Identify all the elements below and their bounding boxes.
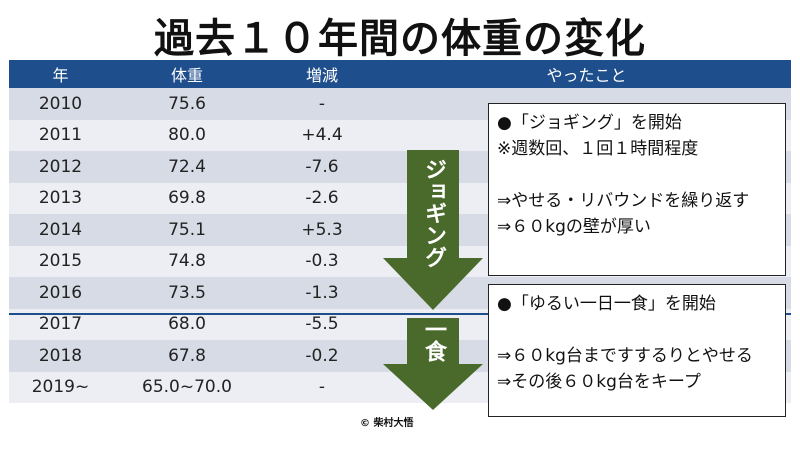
cell-delta: -1.3 [305, 282, 339, 303]
table-header: 年 体重 増減 やったこと [9, 60, 791, 88]
note-line: ⇒６０kg台まですするりとやせる [497, 346, 753, 366]
note-line: ⇒６０kgの壁が厚い [497, 217, 651, 237]
down-arrow-icon [383, 150, 483, 310]
note-line: ●「ゆるい一日一食」を開始 [497, 294, 716, 314]
one-meal-arrow-label: 一食 [421, 318, 446, 362]
period-divider [9, 313, 791, 315]
cell-delta: -0.3 [305, 251, 339, 272]
header-actions: やったこと [546, 66, 627, 85]
header-year: 年 [52, 66, 69, 85]
page-title: 過去１０年間の体重の変化 [154, 16, 646, 62]
one-meal-note-box: ●「ゆるい一日一食」を開始 ⇒６０kg台まですするりとやせる ⇒その後６０kg台… [488, 284, 786, 417]
jogging-arrow [383, 150, 483, 310]
cell-year: 2014 [38, 219, 83, 240]
cell-year: 2016 [38, 282, 83, 303]
one-meal-arrow [383, 318, 483, 410]
cell-delta: -0.2 [305, 345, 339, 366]
header-delta: 増減 [305, 66, 338, 85]
cell-weight: 65.0~70.0 [142, 377, 232, 398]
cell-year: 2017 [38, 314, 83, 335]
cell-delta: -5.5 [305, 314, 339, 335]
note-line: ※週数回、１回１時間程度 [497, 139, 699, 159]
cell-year: 2019~ [31, 377, 90, 398]
cell-delta: -2.6 [305, 188, 339, 209]
cell-weight: 80.0 [168, 125, 206, 146]
cell-delta: -7.6 [305, 156, 339, 177]
cell-year: 2010 [38, 93, 83, 114]
jogging-arrow-label: ジョギング [421, 158, 446, 268]
cell-delta: - [318, 93, 326, 114]
down-arrow-icon [383, 318, 483, 410]
cell-year: 2015 [38, 251, 83, 272]
cell-weight: 74.8 [168, 251, 206, 272]
copyright-text: © 柴村大悟 [360, 418, 414, 429]
note-line: ⇒やせる・リバウンドを繰り返す [497, 191, 750, 211]
cell-weight: 69.8 [168, 188, 206, 209]
cell-delta: +4.4 [301, 125, 343, 146]
cell-year: 2011 [38, 125, 83, 146]
cell-year: 2018 [38, 345, 83, 366]
jogging-note-box: ●「ジョギング」を開始 ※週数回、１回１時間程度 ⇒やせる・リバウンドを繰り返す… [488, 103, 786, 276]
cell-year: 2013 [38, 188, 83, 209]
cell-weight: 67.8 [168, 345, 206, 366]
cell-weight: 72.4 [168, 156, 206, 177]
cell-weight: 68.0 [168, 314, 206, 335]
cell-weight: 73.5 [168, 282, 206, 303]
note-line: ●「ジョギング」を開始 [497, 113, 682, 133]
cell-year: 2012 [38, 156, 83, 177]
cell-weight: 75.1 [168, 219, 206, 240]
header-weight: 体重 [170, 66, 203, 85]
cell-delta: +5.3 [301, 219, 343, 240]
cell-weight: 75.6 [168, 93, 206, 114]
cell-delta: - [318, 377, 326, 398]
note-line: ⇒その後６０kg台をキープ [497, 372, 701, 392]
